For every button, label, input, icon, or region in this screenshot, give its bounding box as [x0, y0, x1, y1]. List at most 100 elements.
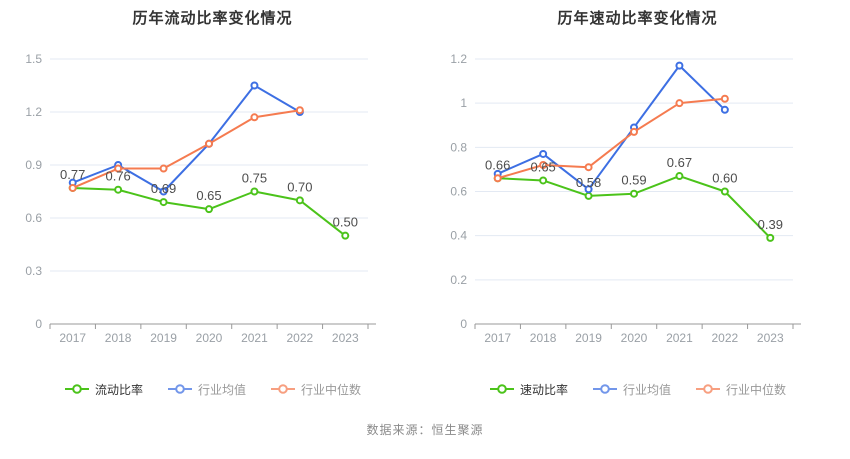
data-point-marker: [539, 176, 548, 185]
x-tick-label: 2017: [484, 331, 511, 345]
legend-item-0[interactable]: 速动比率: [489, 381, 568, 398]
y-tick-label: 0.3: [25, 264, 42, 278]
legend-label: 行业均值: [622, 382, 671, 397]
data-point-marker: [584, 191, 593, 200]
data-point-marker: [675, 172, 684, 181]
legend-line-marker-icon: [489, 384, 514, 394]
data-point-marker: [584, 185, 593, 194]
data-point-label: 0.69: [151, 181, 176, 196]
y-tick-label: 0.2: [450, 273, 467, 287]
y-tick-label: 0.6: [450, 185, 467, 199]
line-plot: 0 0.3 0.6 0.9 1.2 1.5 2017 2018 2019 2020 2021 2022…: [25, 52, 376, 345]
data-point-marker: [295, 106, 304, 115]
data-point-marker: [539, 149, 548, 158]
data-point-marker: [159, 198, 168, 207]
chart-current-ratio: 历年流动比率变化情况 0 0.3 0.6 0.9 1.2 1.5 2017 2018 2019 2…: [0, 0, 425, 397]
data-point-marker: [766, 233, 775, 242]
x-tick-label: 2018: [530, 331, 557, 345]
data-labels: 0.66 0.65 0.58 0.59 0.67 0.60 0.39: [485, 155, 783, 232]
x-tick-label: 2017: [59, 331, 86, 345]
data-point-marker: [114, 185, 123, 194]
chart-legend: 速动比率 行业均值 行业中位数: [489, 381, 786, 397]
series-2: [493, 94, 729, 183]
data-point-label: 0.60: [712, 171, 737, 186]
data-point-label: 0.50: [333, 215, 358, 230]
data-point-marker: [630, 189, 638, 198]
data-point-marker: [68, 183, 77, 192]
y-tick-label: 1.5: [25, 52, 42, 66]
y-tick-label: 0.9: [25, 158, 42, 172]
legend-label: 行业均值: [197, 382, 246, 397]
data-point-marker: [675, 61, 684, 70]
series-2: [68, 106, 304, 192]
x-tick-label: 2019: [150, 331, 177, 345]
x-tick-label: 2018: [105, 331, 132, 345]
data-point-marker: [114, 164, 123, 173]
data-point-marker: [341, 231, 350, 240]
data-point-label: 0.65: [530, 159, 555, 174]
data-point-label: 0.39: [758, 217, 783, 232]
legend-item-1[interactable]: 行业均值: [167, 381, 246, 398]
data-source-note: 数据来源：恒生聚源: [366, 423, 484, 437]
legend-label: 行业中位数: [726, 382, 787, 397]
x-tick-label: 2022: [287, 331, 314, 345]
x-tick-label: 2019: [575, 331, 602, 345]
x-tick-label: 2021: [241, 331, 268, 345]
legend-label: 行业中位数: [301, 382, 362, 397]
legend-item-0[interactable]: 流动比率: [64, 381, 143, 398]
data-point-marker: [539, 161, 548, 169]
legend-label: 流动比率: [94, 382, 143, 397]
y-tick-label: 1.2: [450, 52, 467, 66]
data-point-marker: [205, 139, 213, 148]
data-point-label: 0.70: [287, 179, 312, 194]
chart-title: 历年流动比率变化情况: [132, 10, 293, 27]
legend-item-1[interactable]: 行业均值: [592, 381, 671, 398]
x-axis: 2017 2018 2019 2020 2021 2022 2023: [49, 323, 376, 345]
x-tick-label: 2021: [666, 331, 693, 345]
data-point-marker: [675, 99, 684, 108]
legend-line-marker-icon: [696, 384, 720, 394]
data-point-label: 0.67: [667, 155, 692, 170]
legend-line-marker-icon: [64, 384, 89, 394]
data-point-marker: [159, 164, 168, 173]
data-point-marker: [295, 196, 304, 205]
chart-quick-ratio: 历年速动比率变化情况 0 0.2 0.4 0.6 0.8 1 1.2 2017 2018 2019…: [425, 0, 850, 397]
data-point-marker: [250, 187, 259, 196]
data-point-marker: [720, 187, 729, 196]
line-plot: 0 0.2 0.4 0.6 0.8 1 1.2 2017 2018 2019 2020 2021 202…: [450, 52, 801, 345]
data-point-marker: [159, 187, 168, 196]
data-point-label: 0.76: [105, 169, 130, 184]
data-point-label: 0.66: [485, 157, 510, 172]
legend-line-marker-icon: [271, 384, 295, 394]
x-tick-label: 2020: [196, 331, 223, 345]
y-tick-label: 0.4: [450, 229, 467, 243]
charts-row: 历年流动比率变化情况 0 0.3 0.6 0.9 1.2 1.5 2017 2018 2019 2…: [0, 0, 850, 397]
chart-legend: 流动比率 行业均值 行业中位数: [64, 381, 361, 397]
chart-title: 历年速动比率变化情况: [557, 10, 718, 27]
data-point-label: 0.58: [576, 175, 601, 190]
x-axis: 2017 2018 2019 2020 2021 2022 2023: [474, 323, 801, 345]
data-point-marker: [584, 163, 593, 172]
series-1: [493, 61, 729, 194]
data-point-label: 0.75: [242, 171, 267, 186]
grid: [475, 58, 793, 281]
legend-line-marker-icon: [167, 384, 192, 394]
legend-item-2[interactable]: 行业中位数: [695, 381, 786, 398]
y-tick-label: 0.6: [25, 211, 42, 225]
data-point-marker: [205, 205, 213, 214]
grid: [50, 58, 368, 272]
data-point-label: 0.65: [196, 188, 221, 203]
data-point-marker: [630, 127, 638, 136]
y-axis: 0 0.3 0.6 0.9 1.2 1.5: [25, 52, 42, 331]
x-tick-label: 2022: [712, 331, 739, 345]
y-tick-label: 1: [460, 96, 467, 110]
legend-item-2[interactable]: 行业中位数: [270, 381, 361, 398]
data-point-marker: [720, 94, 729, 103]
data-point-marker: [493, 174, 502, 183]
legend-line-marker-icon: [592, 384, 617, 394]
x-tick-label: 2023: [332, 331, 359, 345]
y-tick-label: 0.8: [450, 140, 467, 154]
y-axis: 0 0.2 0.4 0.6 0.8 1 1.2: [450, 52, 467, 331]
x-tick-label: 2020: [621, 331, 648, 345]
